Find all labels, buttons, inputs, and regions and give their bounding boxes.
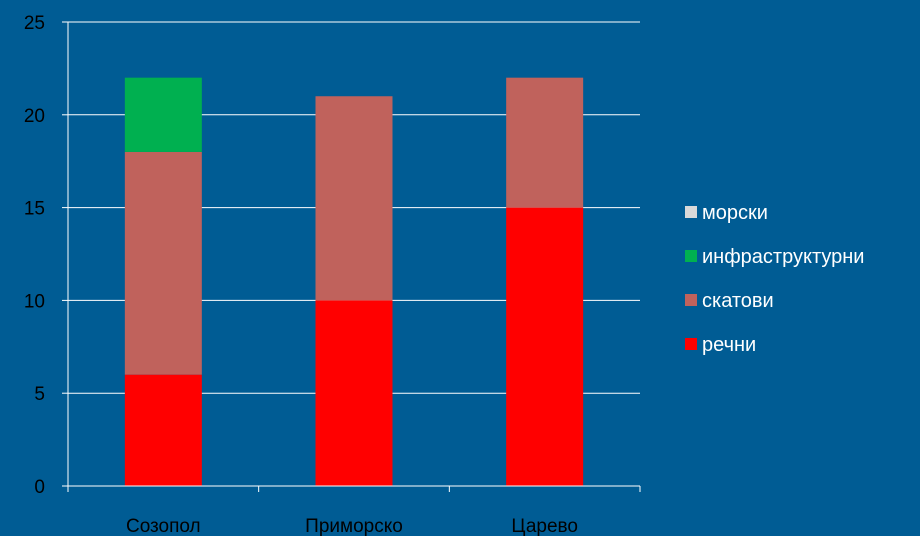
y-tick-label: 15 bbox=[24, 199, 45, 220]
y-tick-label: 5 bbox=[34, 384, 45, 405]
bar-segment-2 bbox=[506, 77, 584, 208]
legend-label: речни bbox=[702, 334, 756, 356]
legend-swatch bbox=[685, 250, 697, 262]
bars bbox=[124, 77, 584, 486]
y-tick-label: 10 bbox=[24, 291, 45, 312]
x-tick-label: Приморско bbox=[305, 516, 403, 536]
bar-segment-1 bbox=[315, 300, 393, 486]
y-tick-label: 0 bbox=[34, 477, 45, 498]
legend-label: инфраструктурни bbox=[702, 246, 864, 268]
legend-swatch bbox=[685, 206, 697, 218]
legend-swatch bbox=[685, 338, 697, 350]
legend-swatch bbox=[685, 294, 697, 306]
y-tick-label: 25 bbox=[24, 13, 45, 34]
legend-label: скатови bbox=[702, 290, 774, 312]
legend-label: морски bbox=[702, 202, 768, 224]
x-tick-label: Созопол bbox=[126, 516, 201, 536]
axes: 0 5 10 15 20 25 Созопол Приморско Царево bbox=[24, 13, 641, 536]
bar-segment-1 bbox=[506, 207, 584, 486]
legend: морски инфраструктурни скатови речни bbox=[685, 202, 864, 356]
y-tick-label: 20 bbox=[24, 106, 45, 127]
bar-segment-2 bbox=[124, 151, 202, 375]
bar-segment-2 bbox=[315, 96, 393, 301]
x-tick-label: Царево bbox=[511, 516, 578, 536]
bar-segment-3 bbox=[124, 77, 202, 152]
bar-segment-1 bbox=[124, 374, 202, 486]
